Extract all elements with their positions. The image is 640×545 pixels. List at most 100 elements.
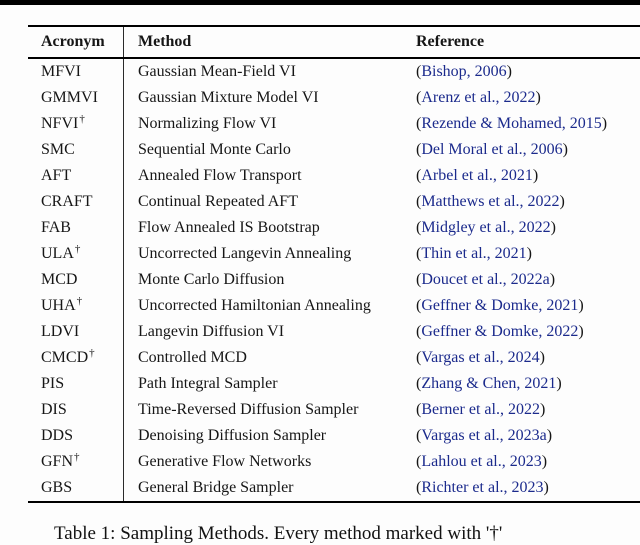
acronym-cell: GBS [28, 475, 123, 501]
reference-paren-close: ) [543, 479, 549, 496]
acronym-text: UHA [41, 297, 76, 314]
reference-paren-close: ) [550, 219, 556, 236]
table-row: ULA † Uncorrected Langevin Annealing(Thin … [28, 241, 640, 267]
acronym-cell: AFT [28, 163, 123, 189]
reference-cell: (Del Moral et al., 2006) [416, 137, 640, 163]
acronym-text: CMCD [41, 349, 89, 366]
reference-cell: (Arbel et al., 2021) [416, 163, 640, 189]
acronym-cell: PIS [28, 371, 123, 397]
reference-paren-close: ) [535, 89, 541, 106]
column-header-method: Method [123, 27, 416, 57]
acronym-cell: CRAFT [28, 189, 123, 215]
reference-cell: (Lahlou et al., 2023) [416, 449, 640, 475]
method-cell: Flow Annealed IS Bootstrap [123, 215, 416, 241]
table-header-row: Acronym Method Reference [28, 27, 640, 59]
acronym-cell: GFN † [41, 451, 80, 471]
reference-paren-close: ) [539, 401, 546, 418]
reference-paren-open: ( [416, 167, 422, 184]
reference-paren-open: ( [416, 453, 422, 470]
method-cell: Langevin Diffusion VI [123, 319, 416, 345]
table-row: GMMVI Gaussian Mixture Model VI(Arenz et … [28, 85, 640, 111]
citation-link[interactable]: Bishop, 2006 [421, 63, 507, 80]
reference-cell: (Bishop, 2006) [416, 59, 640, 85]
method-cell: Annealed Flow Transport [123, 163, 416, 189]
method-cell: Sequential Monte Carlo [123, 137, 416, 163]
reference-cell: (Geffner & Domke, 2021) [416, 293, 640, 319]
citation-link[interactable]: Matthews et al., 2022 [421, 193, 560, 210]
reference-paren-close: ) [546, 427, 553, 444]
acronym-text: PIS [41, 375, 65, 392]
table-row: MFVI Gaussian Mean-Field VI(Bishop, 2006) [28, 59, 640, 85]
citation-link[interactable]: Thin et al., 2021 [421, 245, 527, 262]
reference-paren-open: ( [416, 245, 422, 262]
table-row: LDVI Langevin Diffusion VI(Geffner & Domk… [28, 319, 640, 345]
method-cell: Continual Repeated AFT [123, 189, 416, 215]
table-row: CRAFT Continual Repeated AFT(Matthews et … [28, 189, 640, 215]
table-row: MCD Monte Carlo Diffusion(Doucet et al., … [28, 267, 640, 293]
table-row: DIS Time-Reversed Diffusion Sampler(Berne… [28, 397, 640, 423]
method-cell: Gaussian Mixture Model VI [123, 85, 416, 111]
table-body: MFVI Gaussian Mean-Field VI(Bishop, 2006)… [28, 59, 640, 501]
acronym-cell: MFVI [28, 59, 123, 85]
acronym-cell: DDS [28, 423, 123, 449]
table-row: PIS Path Integral Sampler(Zhang & Chen, 2… [28, 371, 640, 397]
citation-link[interactable]: Berner et al., 2022 [421, 401, 540, 418]
method-cell: Path Integral Sampler [123, 371, 416, 397]
table-row: FAB Flow Annealed IS Bootstrap(Midgley et… [28, 215, 640, 241]
reference-paren-close: ) [532, 167, 539, 184]
reference-paren-open: ( [416, 115, 422, 132]
acronym-text: DDS [41, 427, 74, 444]
reference-paren-close: ) [578, 297, 584, 314]
method-cell: Monte Carlo Diffusion [123, 267, 416, 293]
reference-cell: (Doucet et al., 2022a) [416, 267, 640, 293]
reference-paren-open: ( [416, 427, 422, 444]
reference-cell: (Rezende & Mohamed, 2015) [416, 111, 640, 137]
method-cell: Time-Reversed Diffusion Sampler [123, 397, 416, 423]
citation-link[interactable]: Doucet et al., 2022a [421, 271, 550, 288]
reference-paren-open: ( [416, 297, 422, 314]
citation-link[interactable]: Arenz et al., 2022 [421, 89, 536, 106]
citation-link[interactable]: Geffner & Domke, 2021 [421, 297, 579, 314]
acronym-text: AFT [41, 167, 72, 184]
reference-paren-open: ( [416, 63, 422, 80]
reference-paren-close: ) [506, 63, 512, 80]
acronym-text: CRAFT [41, 193, 93, 210]
citation-link[interactable]: Del Moral et al., 2006 [421, 141, 563, 158]
citation-link[interactable]: Zhang & Chen, 2021 [421, 375, 557, 392]
reference-paren-close: ) [601, 115, 608, 132]
table-row: GBS General Bridge Sampler(Richter et al.… [28, 475, 640, 501]
reference-paren-open: ( [416, 271, 422, 288]
method-cell: Normalizing Flow VI [123, 111, 416, 137]
reference-paren-close: ) [549, 271, 556, 288]
citation-link[interactable]: Rezende & Mohamed, 2015 [421, 115, 602, 132]
reference-cell: (Berner et al., 2022) [416, 397, 640, 423]
reference-paren-close: ) [562, 141, 568, 158]
citation-link[interactable]: Richter et al., 2023 [421, 479, 544, 496]
citation-link[interactable]: Vargas et al., 2024 [421, 349, 540, 366]
citation-link[interactable]: Arbel et al., 2021 [421, 167, 533, 184]
reference-paren-close: ) [526, 245, 532, 262]
acronym-cell: CMCD † [41, 347, 95, 367]
reference-paren-open: ( [416, 349, 422, 366]
reference-cell: (Arenz et al., 2022) [416, 85, 640, 111]
acronym-text: GMMVI [41, 89, 98, 106]
acronym-text: NFVI [41, 115, 79, 132]
table-row: UHA † Uncorrected Hamiltonian Annealing(Ge… [28, 293, 640, 319]
acronym-text: MCD [41, 271, 78, 288]
method-cell: Gaussian Mean-Field VI [123, 59, 416, 85]
reference-paren-open: ( [416, 193, 422, 210]
reference-cell: (Thin et al., 2021) [416, 241, 640, 267]
citation-link[interactable]: Lahlou et al., 2023 [421, 453, 542, 470]
method-cell: Controlled MCD [123, 345, 416, 371]
reference-paren-open: ( [416, 401, 422, 418]
acronym-cell: FAB [28, 215, 123, 241]
citation-link[interactable]: Vargas et al., 2023a [421, 427, 547, 444]
table-row: AFT Annealed Flow Transport(Arbel et al.,… [28, 163, 640, 189]
citation-link[interactable]: Midgley et al., 2022 [421, 219, 551, 236]
method-cell: Denoising Diffusion Sampler [123, 423, 416, 449]
table-row: SMC Sequential Monte Carlo(Del Moral et a… [28, 137, 640, 163]
reference-cell: (Vargas et al., 2023a) [416, 423, 640, 449]
citation-link[interactable]: Geffner & Domke, 2022 [421, 323, 579, 340]
top-page-divider-bar [0, 0, 640, 5]
reference-paren-open: ( [416, 141, 422, 158]
